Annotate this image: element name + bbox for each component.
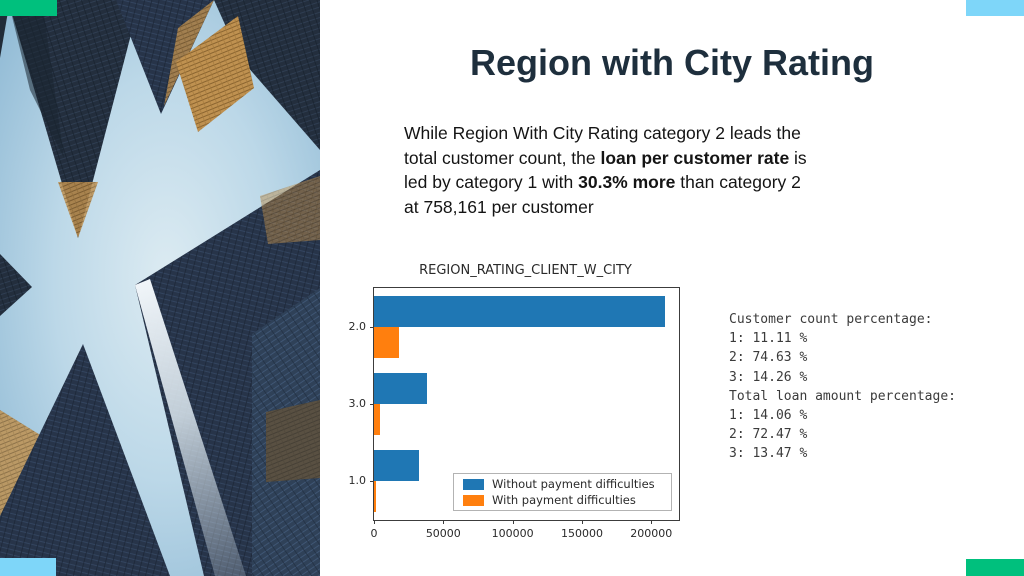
x-axis-tick-label: 100000 <box>491 527 534 540</box>
body-line: led by category 1 with 30.3% more than c… <box>404 170 807 195</box>
y-axis-tick-mark <box>370 404 374 405</box>
stats-line: 3: 13.47 % <box>729 446 808 462</box>
stats-line: 1: 11.11 % <box>729 331 808 347</box>
corner-accent-bottom-left <box>0 558 56 576</box>
y-axis-tick-label: 1.0 <box>348 474 367 488</box>
y-axis-tick-mark <box>370 326 374 328</box>
x-axis-tick-label: 0 <box>370 527 378 540</box>
body-text-bold: loan per customer rate <box>600 147 790 168</box>
x-axis-tick-mark <box>651 520 653 524</box>
page-title: Region with City Rating <box>470 42 874 83</box>
body-paragraph: While Region With City Rating category 2… <box>404 121 807 219</box>
chart-bar <box>374 481 376 513</box>
chart-bar <box>374 373 427 404</box>
legend-label: Without payment difficulties <box>492 477 655 491</box>
corner-accent-top-right <box>966 0 1024 16</box>
stats-line: 2: 74.63 % <box>729 350 808 366</box>
x-axis-tick-mark <box>374 520 375 524</box>
x-axis-tick-label: 200000 <box>630 527 673 540</box>
legend-entry: With payment difficulties <box>454 493 671 507</box>
legend-entry: Without payment difficulties <box>454 477 671 491</box>
body-text-segment: at 758,161 per customer <box>404 196 594 217</box>
x-axis-tick-mark <box>443 520 445 524</box>
body-line: at 758,161 per customer <box>404 195 807 220</box>
body-line: While Region With City Rating category 2… <box>404 121 807 146</box>
stats-line: Total loan amount percentage: <box>729 388 956 404</box>
stats-block: Customer count percentage: 1: 11.11 % 2: 7… <box>729 310 956 464</box>
body-text-segment: is <box>789 147 807 168</box>
body-text-segment: led by category 1 with <box>404 172 579 193</box>
body-text-bold: 30.3% more <box>578 172 676 193</box>
y-axis-tick-label: 3.0 <box>348 397 367 410</box>
corner-accent-bottom-right <box>966 559 1024 576</box>
body-text-segment: While Region With City Rating category 2… <box>404 123 801 143</box>
x-axis-tick-label: 50000 <box>425 527 461 540</box>
chart-title: REGION_RATING_CLIENT_W_CITY <box>419 263 632 278</box>
chart-bar <box>374 404 381 435</box>
y-axis-tick-mark <box>370 481 374 483</box>
chart-bar <box>374 295 666 327</box>
stats-line: 2: 72.47 % <box>729 427 808 443</box>
plot-area: Without payment difficulties With payment… <box>349 287 680 540</box>
city-photo <box>0 0 320 576</box>
x-axis-tick-mark <box>581 520 583 524</box>
corner-accent-top-left <box>0 0 57 16</box>
chart-bar <box>374 450 420 482</box>
legend-label: With payment difficulties <box>492 493 636 507</box>
stats-line: 3: 14.26 % <box>729 369 808 385</box>
chart-legend: Without payment difficulties With payment… <box>453 473 672 511</box>
chart-bar <box>374 326 399 358</box>
y-axis-tick-label: 2.0 <box>348 319 367 333</box>
body-text-segment: than category 2 <box>675 172 801 193</box>
legend-swatch <box>463 494 484 506</box>
bar-chart: REGION_RATING_CLIENT_W_CITY Without paym… <box>349 258 714 548</box>
stats-line: Customer count percentage: <box>729 312 933 327</box>
x-axis-tick-label: 150000 <box>560 527 603 540</box>
legend-swatch <box>463 478 484 490</box>
x-axis-tick-mark <box>512 520 514 524</box>
body-line: total customer count, the loan per custo… <box>404 146 807 171</box>
skyscrapers <box>0 0 320 576</box>
body-text-segment: total customer count, the <box>404 147 601 168</box>
stats-line: 1: 14.06 % <box>729 408 808 424</box>
